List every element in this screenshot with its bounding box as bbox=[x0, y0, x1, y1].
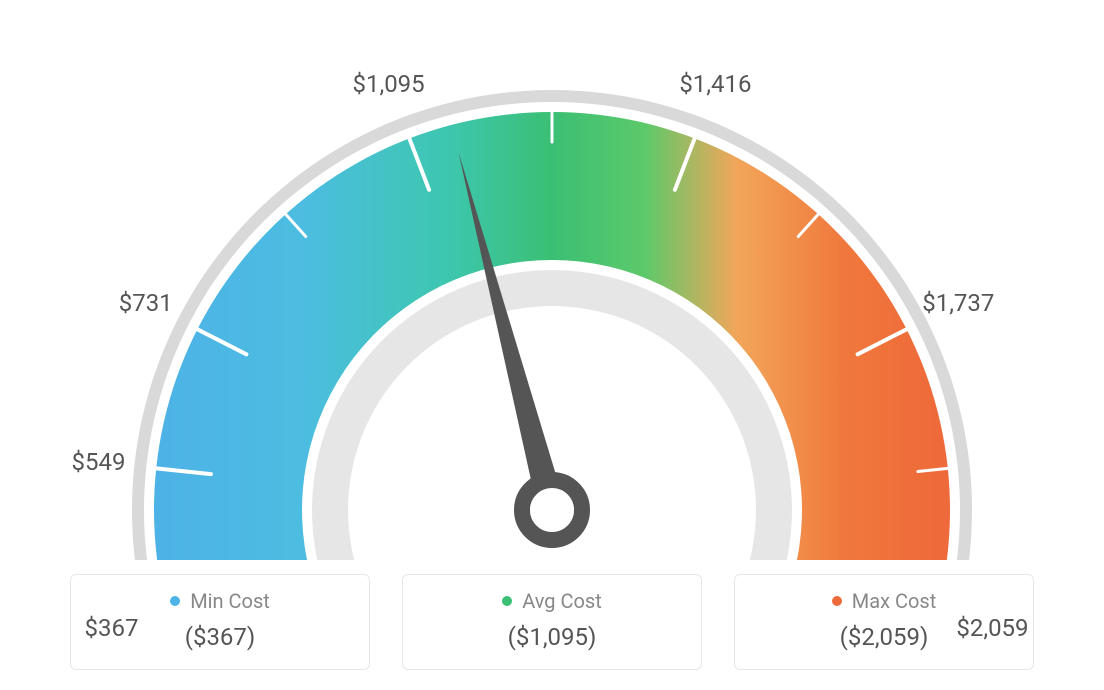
legend-value-avg: ($1,095) bbox=[403, 623, 701, 651]
legend-card-avg: Avg Cost ($1,095) bbox=[402, 574, 702, 670]
legend-dot-avg bbox=[502, 596, 512, 606]
gauge-tick-label: $1,737 bbox=[922, 289, 994, 317]
legend-card-max: Max Cost ($2,059) bbox=[734, 574, 1034, 670]
gauge-svg bbox=[0, 0, 1104, 560]
gauge-tick-label: $549 bbox=[72, 448, 126, 476]
gauge-needle-hub-inner bbox=[530, 488, 574, 532]
legend-label-max: Max Cost bbox=[852, 589, 937, 613]
gauge-tick-label: $1,095 bbox=[352, 70, 424, 98]
legend-card-min: Min Cost ($367) bbox=[70, 574, 370, 670]
legend-dot-min bbox=[170, 596, 180, 606]
legend-value-min: ($367) bbox=[71, 623, 369, 651]
gauge-tick-label: $1,416 bbox=[679, 70, 751, 98]
legend-value-max: ($2,059) bbox=[735, 623, 1033, 651]
legend-row: Min Cost ($367) Avg Cost ($1,095) Max Co… bbox=[0, 574, 1104, 670]
gauge-tick-label: $731 bbox=[119, 289, 173, 317]
legend-label-avg: Avg Cost bbox=[522, 589, 602, 613]
gauge-chart: $367$549$731$1,095$1,416$1,737$2,059 bbox=[0, 0, 1104, 560]
legend-label-min: Min Cost bbox=[190, 589, 270, 613]
legend-dot-max bbox=[832, 596, 842, 606]
